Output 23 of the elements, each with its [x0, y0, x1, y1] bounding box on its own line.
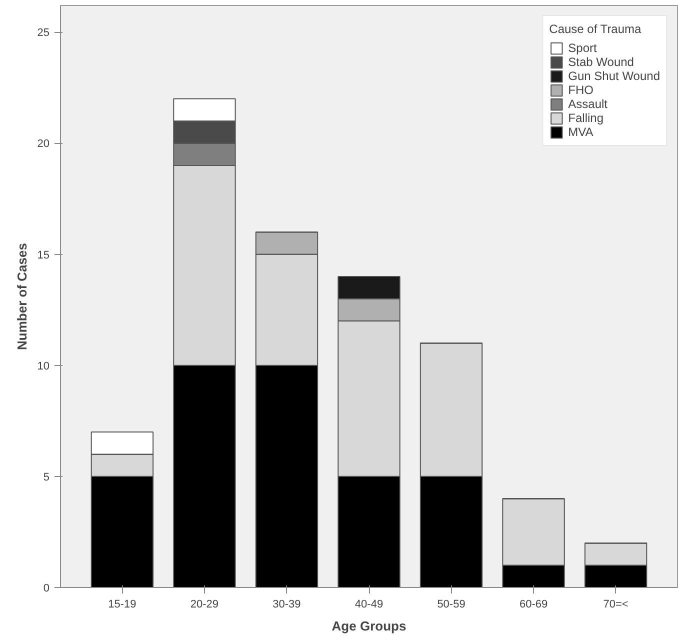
x-axis-title: Age Groups [332, 618, 406, 634]
legend-title: Cause of Trauma [549, 22, 642, 36]
x-tick-label: 70=< [603, 598, 628, 610]
y-tick-label: 10 [37, 360, 50, 372]
legend-label: MVA [568, 125, 594, 139]
y-axis-title: Number of Cases [14, 243, 30, 350]
x-tick-label: 60-69 [519, 598, 548, 610]
x-tick-label: 15-19 [108, 598, 136, 610]
legend-label: Stab Wound [568, 55, 634, 69]
legend-label: Sport [568, 41, 597, 55]
y-tick-label: 25 [37, 27, 50, 40]
y-tick-label: 5 [43, 471, 50, 484]
x-tick-label: 30-39 [272, 598, 301, 610]
y-tick-label: 15 [37, 249, 50, 262]
x-tick-label: 20-29 [190, 598, 219, 610]
legend-label: Falling [568, 111, 604, 125]
legend-label: Gun Shut Wound [568, 69, 660, 83]
y-tick-label: 20 [37, 138, 50, 150]
x-tick-label: 50-59 [437, 598, 466, 610]
legend-label: FHO [568, 83, 594, 97]
legend-label: Assault [568, 97, 608, 111]
y-tick-label: 0 [43, 582, 50, 594]
x-tick-label: 40-49 [354, 598, 384, 610]
